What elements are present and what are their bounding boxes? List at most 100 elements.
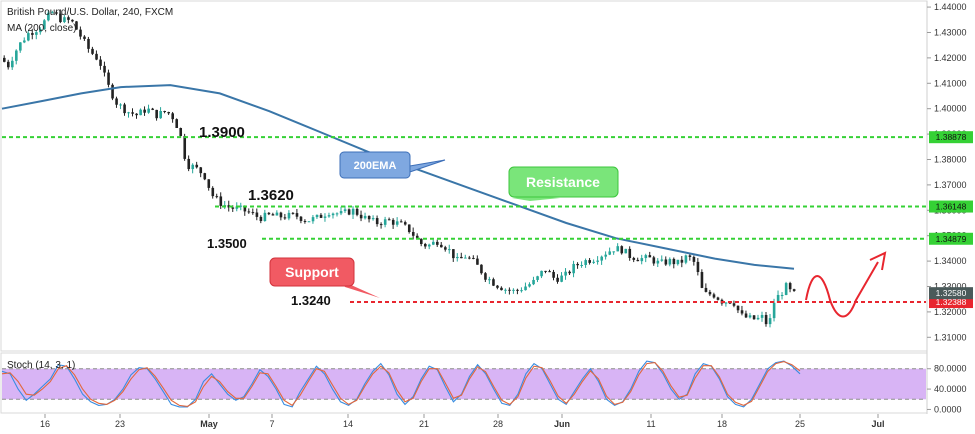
candle-body (472, 257, 475, 259)
price-axis-label: 1.41000 (934, 78, 967, 88)
candle-body (596, 260, 600, 262)
candle-body (215, 196, 219, 198)
time-axis-label: 18 (717, 419, 727, 429)
price-tag-label: 1.36148 (936, 202, 967, 212)
candle-body (760, 314, 764, 318)
price-axis-label: 1.38000 (934, 154, 967, 164)
candle-body (464, 257, 467, 259)
candle-body (484, 273, 487, 280)
candle-body (303, 220, 307, 222)
candle-body (632, 257, 636, 260)
candle-body (71, 19, 74, 22)
candle-body (275, 212, 279, 216)
candle-body (31, 33, 34, 35)
candle-body (452, 249, 455, 259)
candle-body (47, 12, 50, 21)
time-axis-label: Jun (554, 419, 570, 429)
candle-body (371, 218, 375, 220)
stoch-title: Stoch (14, 3, 1) (7, 360, 75, 371)
candle-body (359, 214, 363, 219)
level-label-1-3620: 1.3620 (248, 187, 294, 204)
candle-body (476, 258, 479, 265)
candle-body (592, 261, 595, 263)
candle-body (203, 173, 207, 180)
candle-body (764, 314, 768, 325)
candle-body (520, 290, 523, 292)
candle-body (51, 12, 54, 14)
candle-body (784, 283, 788, 295)
candle-body (496, 285, 499, 288)
candle-body (343, 209, 347, 212)
candle-body (612, 251, 616, 253)
candle-body (636, 259, 640, 262)
candle-body (327, 215, 331, 217)
candle-body (532, 279, 535, 285)
candle-body (616, 246, 620, 252)
chart-title: British Pound/U.S. Dollar, 240, FXCM (7, 7, 173, 18)
candle-body (512, 289, 515, 291)
candle-body (355, 208, 359, 215)
candle-body (403, 222, 407, 225)
candle-body (576, 263, 579, 266)
candle-body (752, 315, 756, 320)
candle-body (444, 247, 447, 250)
candle-body (191, 164, 195, 170)
resistance-callout-box (508, 166, 619, 198)
candle-body (123, 104, 126, 114)
candle-body (247, 211, 251, 213)
candle-body (15, 50, 18, 61)
stoch-axis-label: 0.0000 (934, 404, 962, 414)
candle-body (456, 256, 459, 259)
candle-body (143, 109, 146, 113)
candle-body (67, 17, 70, 20)
candle-body (712, 294, 716, 298)
level-label-1-3500: 1.3500 (207, 236, 247, 251)
price-tag-box (929, 232, 973, 245)
candle-body (279, 212, 283, 218)
candle-body (664, 259, 668, 265)
candle-body (7, 61, 10, 68)
candle-body (504, 289, 507, 291)
candle-body (311, 217, 315, 222)
candle-body (99, 59, 102, 66)
candle-body (492, 279, 495, 286)
candle-body (660, 259, 664, 261)
price-tag-1-34879: 1.34879 (929, 232, 973, 245)
candle-body (159, 110, 162, 119)
support-callout: Support (269, 257, 380, 298)
candle-body (656, 260, 660, 264)
candle-body (139, 109, 142, 116)
candle-body (299, 216, 303, 221)
candle-body (608, 251, 612, 255)
candle-body (624, 248, 628, 254)
candle-body (756, 317, 760, 320)
candle-body (676, 259, 680, 265)
candle-body (780, 294, 784, 296)
candle-body (79, 29, 82, 37)
candle-body (628, 248, 632, 258)
candle-body (600, 256, 604, 261)
candle-body (307, 221, 311, 223)
candle-body (391, 219, 395, 225)
candle-body (91, 48, 94, 54)
candle-body (524, 286, 527, 291)
candle-body (500, 287, 503, 291)
candle-body (548, 271, 551, 273)
candle-body (19, 42, 22, 51)
candle-body (552, 271, 555, 278)
candle-body (255, 212, 259, 217)
ema-callout: 200EMA (339, 151, 446, 179)
candle-body (648, 255, 652, 258)
candle-body (560, 275, 563, 282)
candle-body (347, 209, 351, 215)
stoch-line-pct-k (1, 360, 801, 408)
candle-body (43, 20, 46, 30)
candle-body (744, 313, 748, 318)
price-axis-label: 1.40000 (934, 104, 967, 114)
candle-body (788, 283, 792, 290)
candle-body (516, 289, 519, 291)
candle-body (620, 246, 624, 254)
candle-body (243, 205, 247, 212)
candle-body (440, 244, 443, 248)
